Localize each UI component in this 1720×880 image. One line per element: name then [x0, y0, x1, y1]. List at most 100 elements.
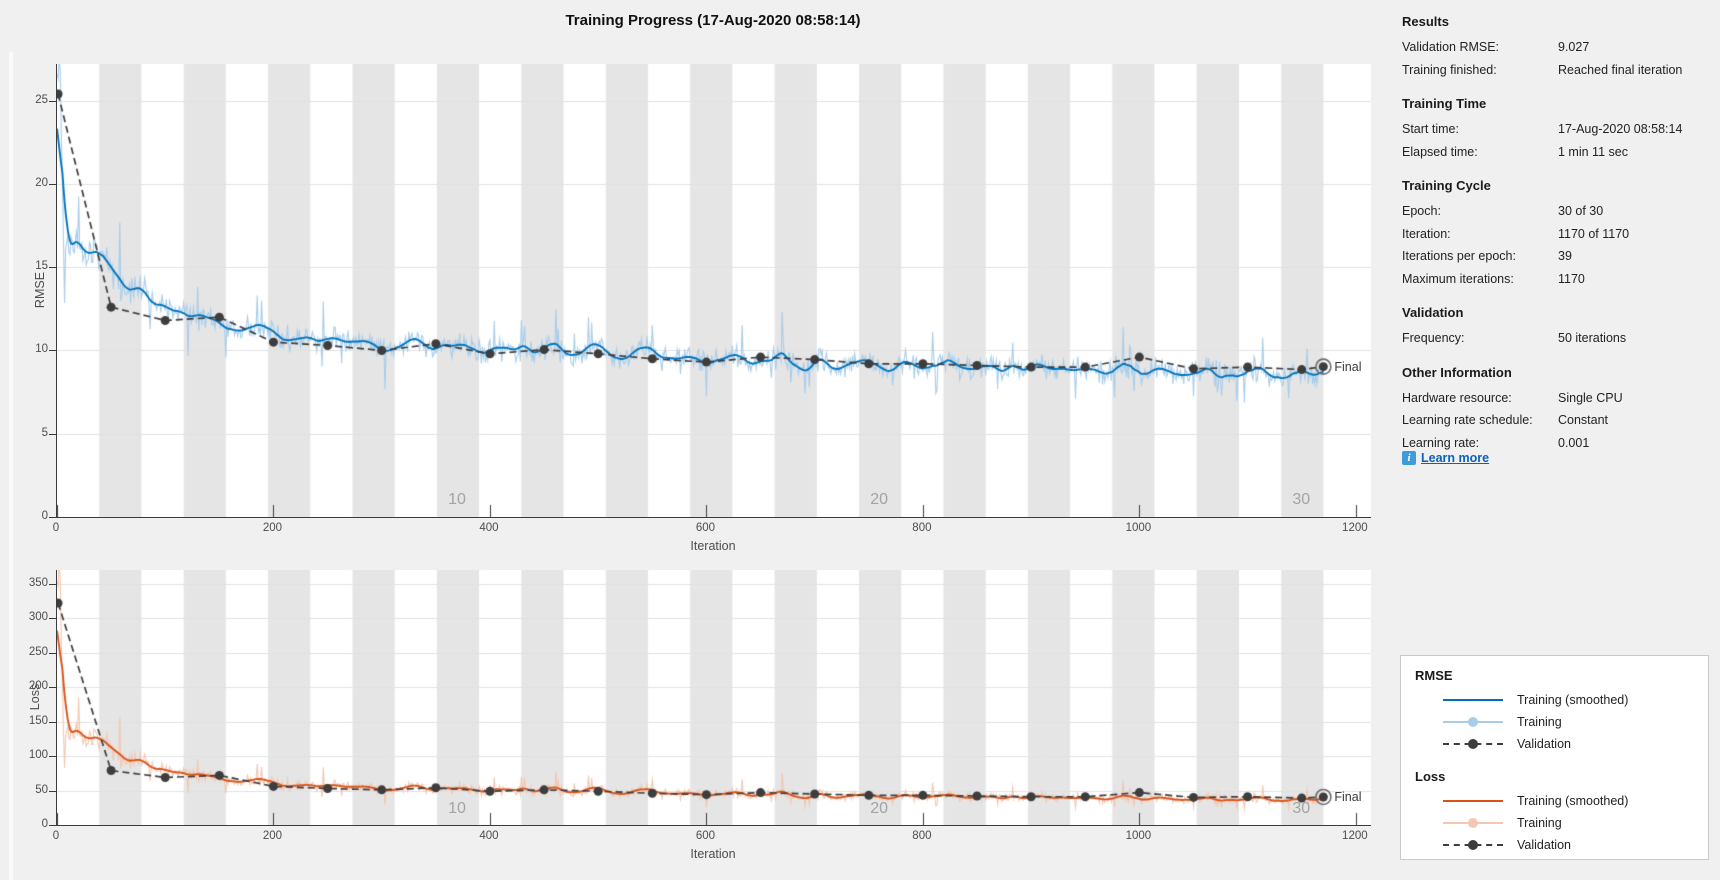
- x-tick-label: 200: [262, 522, 283, 534]
- x-tick-label: 400: [479, 830, 499, 842]
- legend-item-label: Training: [1517, 816, 1562, 830]
- panel-row: Learning rate: 0.001: [1402, 432, 1708, 455]
- legend-item-label: Validation: [1517, 838, 1571, 852]
- panel-section-header: Training Time: [1402, 96, 1487, 111]
- panel-row-value: Single CPU: [1558, 390, 1623, 405]
- legend-swatch-dot: [1468, 818, 1478, 828]
- panel-section-header: Validation: [1402, 305, 1464, 320]
- epoch-label: 20: [870, 800, 889, 817]
- panel-row: Hardware resource: Single CPU: [1402, 387, 1708, 410]
- legend-item: Validation: [1401, 733, 1708, 755]
- panel-row: Learning rate schedule: Constant: [1402, 409, 1708, 432]
- panel-row: Iterations per epoch: 39: [1402, 245, 1708, 268]
- y-tick-mark: [49, 825, 56, 826]
- panel-row-value: Reached final iteration: [1558, 62, 1683, 77]
- y-tick-mark: [49, 184, 56, 185]
- legend-item-label: Training: [1517, 715, 1562, 729]
- x-tick-label: 200: [262, 830, 283, 842]
- panel-row: Validation RMSE: 9.027: [1402, 36, 1708, 59]
- x-tick-label: 0: [52, 522, 60, 534]
- x-tick-label: 1000: [1125, 830, 1152, 842]
- legend-swatch-line: [1443, 800, 1503, 802]
- y-tick-mark: [49, 687, 56, 688]
- epoch-label: 10: [448, 491, 466, 508]
- panel-row-value: Constant: [1558, 413, 1609, 428]
- panel-row-label: Epoch:: [1402, 204, 1441, 219]
- panel-row-label: Maximum iterations:: [1402, 271, 1514, 286]
- panel-row-label: Learning rate schedule:: [1402, 413, 1533, 428]
- y-tick-label: 150: [28, 714, 48, 727]
- legend-item-label: Validation: [1517, 737, 1571, 751]
- panel-row: Training finished: Reached final iteratio…: [1402, 59, 1708, 82]
- final-label: Final: [1334, 789, 1362, 804]
- panel-row-label: Validation RMSE:: [1402, 40, 1500, 55]
- x-tick-label: 1200: [1342, 522, 1368, 534]
- legend-swatch-solid: [1443, 694, 1503, 706]
- loss-chart-canvas: [57, 570, 1371, 825]
- rmse-axis-label: RMSE: [33, 271, 48, 308]
- panel-row: Elapsed time: 1 min 11 sec: [1402, 141, 1708, 164]
- legend-swatch-solid: [1443, 795, 1503, 807]
- learn-more-link[interactable]: i Learn more: [1402, 451, 1489, 465]
- x-tick-label: 800: [912, 522, 932, 534]
- y-tick-label: 200: [28, 680, 48, 693]
- y-tick-label: 25: [35, 93, 48, 106]
- x-tick-label: 400: [479, 522, 499, 534]
- epoch-label: 10: [448, 800, 466, 817]
- panel-row-value: 1170: [1558, 271, 1585, 286]
- x-tick-label: 600: [695, 522, 716, 534]
- panel-row: Iteration: 1170 of 1170: [1402, 223, 1708, 246]
- x-tick-label: 1200: [1342, 830, 1368, 842]
- x-tick-label: 800: [912, 830, 932, 842]
- panel-row: Epoch: 30 of 30: [1402, 200, 1708, 223]
- legend-swatch-dot: [1468, 739, 1478, 749]
- y-tick-label: 0: [41, 510, 48, 522]
- iteration-axis-label: Iteration: [690, 539, 736, 553]
- legend-item-label: Training (smoothed): [1517, 794, 1629, 808]
- panel-row-value: 9.027: [1558, 40, 1590, 55]
- legend-swatch-line: [1443, 699, 1503, 701]
- panel-section-header: Training Cycle: [1402, 178, 1491, 193]
- loss-axis-label: Loss: [28, 683, 43, 710]
- panel-row-label: Learning rate:: [1402, 435, 1480, 450]
- legend-group-header: Loss: [1415, 769, 1446, 784]
- panel-row-value: 0.001: [1558, 435, 1590, 450]
- legend-swatch-solid-dot: [1443, 716, 1503, 728]
- y-tick-label: 10: [35, 343, 48, 356]
- panel-row-label: Start time:: [1402, 122, 1459, 137]
- legend-item: Training: [1401, 711, 1708, 733]
- legend-swatch-dot: [1468, 840, 1478, 850]
- legend-swatch-dashed-dot: [1443, 839, 1503, 851]
- y-tick-label: 5: [41, 426, 48, 439]
- epoch-label: 30: [1292, 491, 1311, 508]
- iteration-axis-label: Iteration: [690, 847, 736, 861]
- y-tick-mark: [49, 434, 56, 435]
- figure-title: Training Progress (17-Aug-2020 08:58:14): [565, 12, 861, 29]
- panel-row: Start time: 17-Aug-2020 08:58:14: [1402, 118, 1708, 141]
- epoch-label: 20: [870, 491, 889, 508]
- panel-divider: [9, 52, 13, 880]
- legend-item: Training (smoothed): [1401, 689, 1708, 711]
- panel-section-header: Results: [1402, 14, 1449, 29]
- panel-row-label: Training finished:: [1402, 62, 1497, 77]
- x-tick-label: 0: [52, 830, 60, 842]
- legend-item: Validation: [1401, 834, 1708, 856]
- panel-row-value: 1170 of 1170: [1558, 226, 1630, 241]
- legend-item-label: Training (smoothed): [1517, 693, 1629, 707]
- y-tick-label: 250: [28, 645, 48, 658]
- x-tick-label: 1000: [1125, 522, 1152, 534]
- y-tick-label: 350: [28, 576, 48, 589]
- y-tick-mark: [49, 350, 56, 351]
- y-tick-mark: [49, 101, 56, 102]
- panel-row-value: 1 min 11 sec: [1558, 144, 1628, 159]
- y-tick-label: 0: [41, 818, 48, 830]
- panel-row-value: 30 of 30: [1558, 204, 1604, 219]
- legend-group-header: RMSE: [1415, 668, 1453, 683]
- y-tick-mark: [49, 722, 56, 723]
- legend-swatch-dot: [1468, 717, 1478, 727]
- panel-row-label: Hardware resource:: [1402, 390, 1512, 405]
- y-tick-mark: [49, 756, 56, 757]
- y-tick-mark: [49, 653, 56, 654]
- results-panel: Results Validation RMSE: 9.027 Training fin…: [1402, 8, 1708, 454]
